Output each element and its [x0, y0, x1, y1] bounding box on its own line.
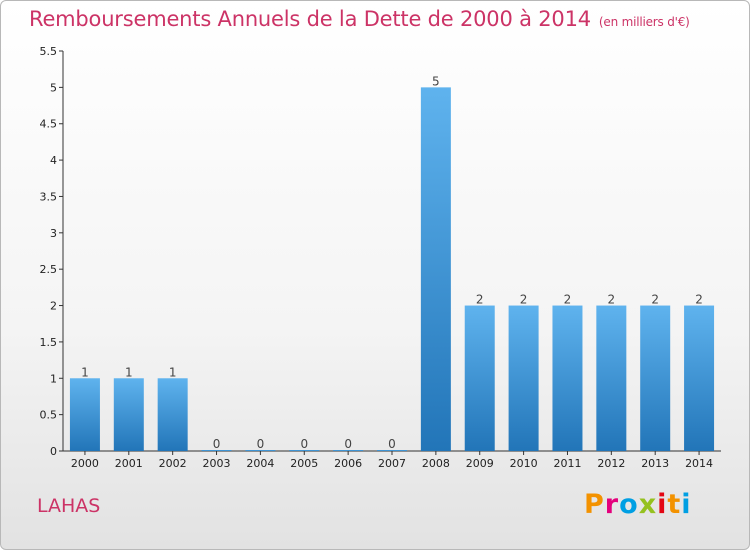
data-label: 1: [169, 365, 177, 379]
y-tick-label: 4: [50, 154, 57, 167]
logo-letter: t: [667, 489, 682, 520]
bar: [333, 450, 364, 451]
data-label: 2: [651, 293, 659, 307]
data-label: 2: [608, 293, 616, 307]
data-label: 5: [432, 74, 440, 88]
x-tick-label: 2011: [553, 457, 581, 470]
x-tick-label: 2007: [378, 457, 406, 470]
bar: [420, 87, 451, 451]
data-label: 2: [564, 293, 572, 307]
logo-letter: o: [619, 489, 639, 520]
y-tick-label: 5.5: [40, 45, 58, 58]
data-label: 0: [300, 437, 308, 451]
data-label: 1: [81, 365, 89, 379]
y-tick-label: 2.5: [40, 263, 58, 276]
bar: [201, 450, 232, 451]
chart-title: Remboursements Annuels de la Dette de 20…: [29, 7, 690, 31]
logo-letter: P: [584, 489, 605, 520]
logo-letter: x: [638, 489, 658, 520]
bar: [508, 305, 539, 451]
bar: [245, 450, 276, 451]
y-tick-label: 1.5: [40, 336, 58, 349]
x-tick-label: 2009: [466, 457, 494, 470]
x-tick-label: 2006: [334, 457, 362, 470]
y-tick-label: 2: [50, 300, 57, 313]
x-tick-label: 2008: [422, 457, 450, 470]
data-label: 0: [257, 437, 265, 451]
y-tick-label: 3.5: [40, 190, 58, 203]
bar: [377, 450, 407, 451]
axes: 0 0.5 1 1.5 2 2.5 3 3.5 4 4.5 5 5.5: [40, 45, 721, 458]
data-label: 1: [125, 365, 133, 379]
bar: [157, 378, 188, 451]
y-tick-label: 5: [50, 81, 57, 94]
x-tick-label: 2000: [71, 457, 99, 470]
bar: [684, 305, 715, 451]
data-label: 2: [476, 293, 484, 307]
y-tick-label: 4.5: [40, 118, 58, 131]
logo-letter: i: [657, 489, 668, 520]
bar: [552, 305, 583, 451]
bar: [464, 305, 495, 451]
data-label: 0: [388, 437, 396, 451]
labels: 2000 1 2001 1 2002 1 2003 0 2004 0 2005 0 2006 0 2007 0…: [71, 74, 713, 470]
bar: [596, 305, 627, 451]
y-tick-label: 1: [50, 372, 57, 385]
x-tick-label: 2002: [159, 457, 187, 470]
commune-name: LAHAS: [37, 495, 101, 517]
bar: [69, 378, 100, 451]
bar: [113, 378, 144, 451]
logo-letter: r: [604, 489, 620, 520]
bar: [289, 450, 320, 451]
data-label: 2: [695, 293, 703, 307]
x-tick-label: 2010: [510, 457, 538, 470]
data-label: 2: [520, 293, 528, 307]
x-tick-label: 2001: [115, 457, 143, 470]
x-tick-label: 2014: [685, 457, 713, 470]
x-tick-label: 2005: [290, 457, 318, 470]
x-tick-label: 2013: [641, 457, 669, 470]
data-label: 0: [344, 437, 352, 451]
bars: [69, 87, 715, 451]
logo-letter: i: [681, 489, 692, 520]
x-tick-label: 2004: [246, 457, 274, 470]
proxiti-logo: Proxiti: [584, 489, 692, 520]
bar: [640, 305, 671, 451]
x-tick-label: 2003: [203, 457, 231, 470]
chart-title-text: Remboursements Annuels de la Dette de 20…: [29, 7, 591, 31]
data-label: 0: [213, 437, 221, 451]
chart-unit: (en milliers d'€): [598, 15, 690, 29]
y-tick-label: 3: [50, 227, 57, 240]
y-tick-label: 0.5: [40, 409, 58, 422]
x-tick-label: 2012: [597, 457, 625, 470]
y-tick-label: 0: [50, 445, 57, 458]
